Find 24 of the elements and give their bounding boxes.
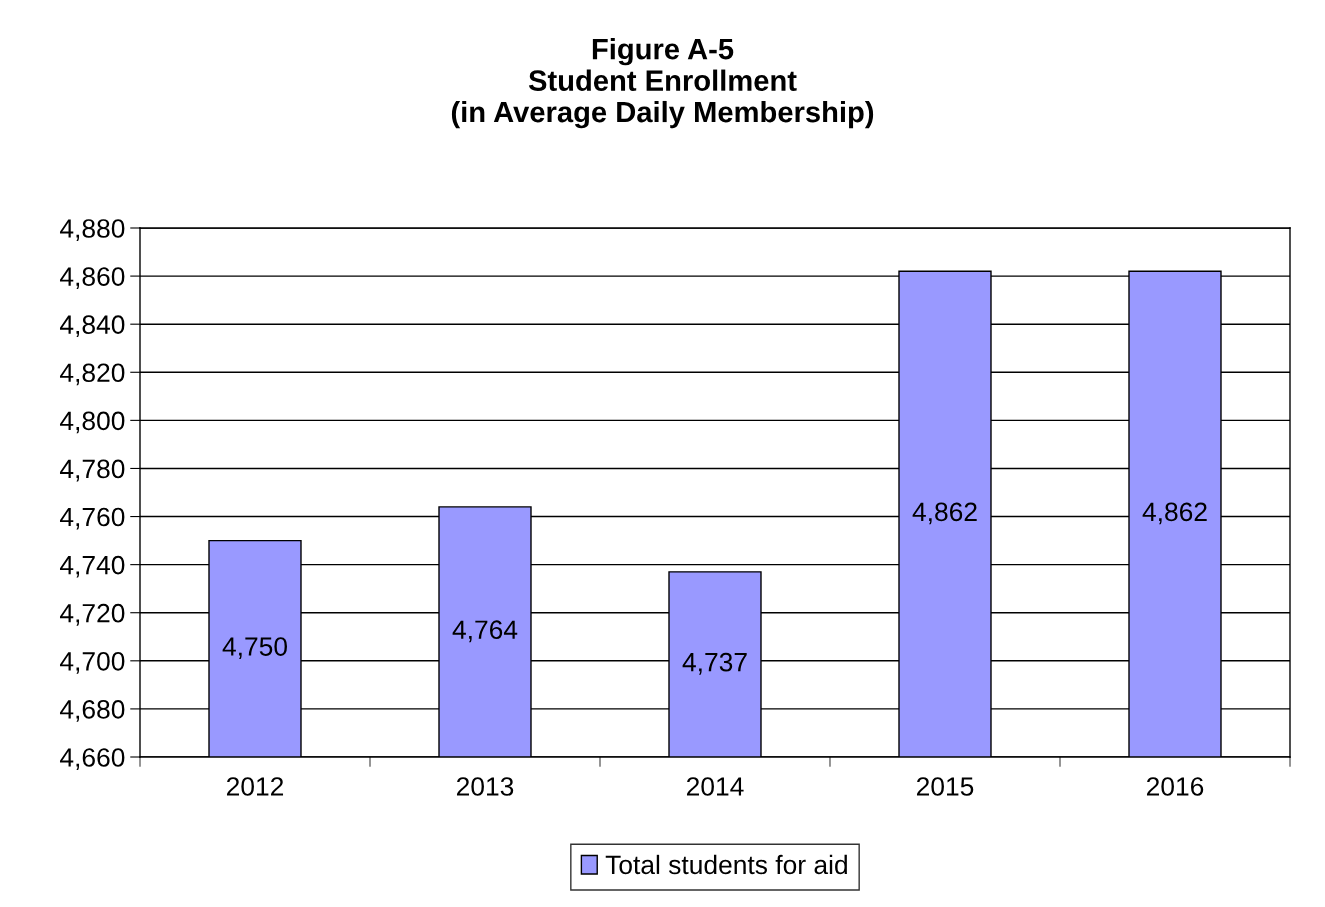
y-tick-label: 4,880 bbox=[59, 219, 125, 241]
y-tick-label: 4,740 bbox=[59, 555, 125, 578]
text: 4,764 bbox=[452, 620, 518, 643]
y-tick-label: 4,760 bbox=[59, 507, 125, 530]
text: 4,862 bbox=[912, 502, 977, 525]
legend-label: Total students for aid bbox=[605, 854, 847, 875]
text: 4,862 bbox=[1142, 502, 1207, 525]
y-tick-label: 4,780 bbox=[59, 459, 125, 482]
x-tick-label: 2013 bbox=[456, 777, 514, 796]
y-tick-label: 4,860 bbox=[59, 267, 125, 290]
x-tick-label: 2015 bbox=[916, 777, 974, 796]
chart-title: Figure A-5 Student Enrollment (in Average Daily Membership) bbox=[451, 38, 874, 129]
x-tick-label: 2014 bbox=[686, 777, 744, 796]
x-tick-label: 2016 bbox=[1146, 777, 1204, 796]
y-tick-label: 4,840 bbox=[59, 315, 125, 338]
y-tick-label: 4,680 bbox=[59, 700, 125, 722]
text: 4,737 bbox=[682, 652, 747, 675]
x-tick-label: 2012 bbox=[226, 777, 284, 796]
y-tick-label: 4,820 bbox=[59, 363, 125, 386]
y-tick-label: 4,800 bbox=[59, 411, 125, 434]
y-tick-label: 4,700 bbox=[59, 651, 125, 674]
y-tick-label: 4,720 bbox=[59, 603, 125, 626]
text: 4,750 bbox=[222, 637, 287, 659]
y-tick-label: 4,660 bbox=[59, 748, 125, 770]
